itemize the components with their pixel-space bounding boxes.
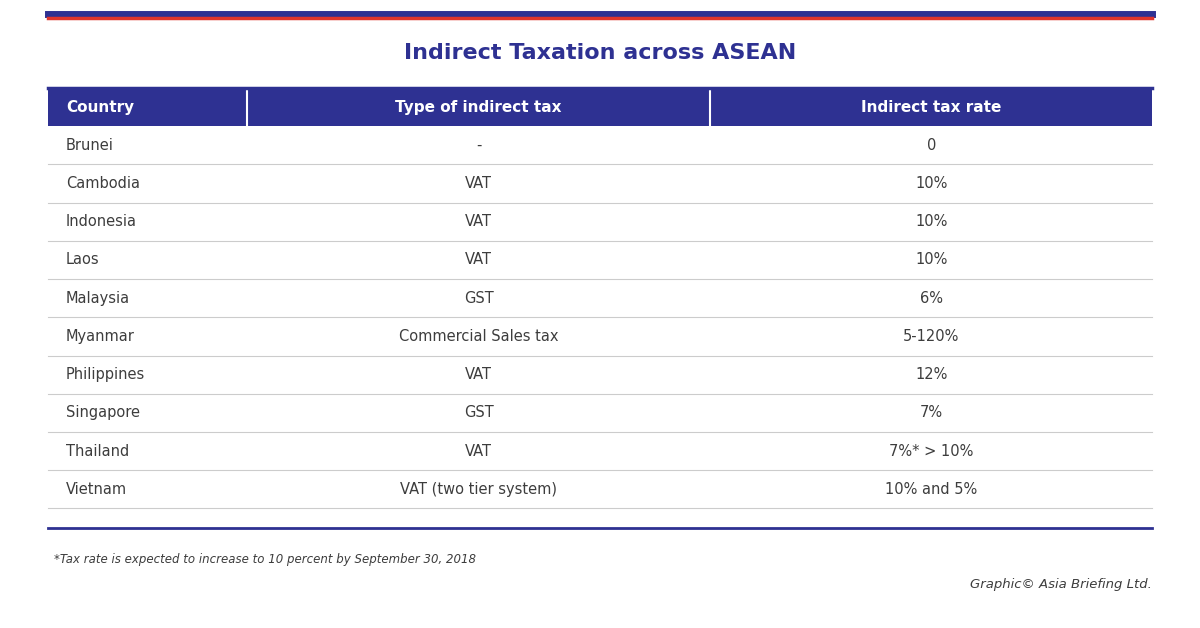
FancyBboxPatch shape xyxy=(48,165,1152,203)
Text: VAT (two tier system): VAT (two tier system) xyxy=(400,482,557,497)
Text: Type of indirect tax: Type of indirect tax xyxy=(395,99,562,114)
FancyBboxPatch shape xyxy=(48,279,1152,317)
Text: 7%: 7% xyxy=(919,405,943,420)
Text: 10%: 10% xyxy=(916,214,947,229)
FancyBboxPatch shape xyxy=(48,88,1152,126)
Text: VAT: VAT xyxy=(466,252,492,268)
Text: Brunei: Brunei xyxy=(66,138,114,153)
FancyBboxPatch shape xyxy=(48,432,1152,470)
Text: GST: GST xyxy=(463,405,493,420)
Text: Indonesia: Indonesia xyxy=(66,214,137,229)
FancyBboxPatch shape xyxy=(48,470,1152,509)
Text: Graphic© Asia Briefing Ltd.: Graphic© Asia Briefing Ltd. xyxy=(970,578,1152,591)
FancyBboxPatch shape xyxy=(48,317,1152,355)
Text: 10%: 10% xyxy=(916,176,947,191)
Text: VAT: VAT xyxy=(466,214,492,229)
Text: 7%* > 10%: 7%* > 10% xyxy=(889,443,973,458)
Text: Indirect Taxation across ASEAN: Indirect Taxation across ASEAN xyxy=(404,43,796,63)
Text: Thailand: Thailand xyxy=(66,443,130,458)
Text: VAT: VAT xyxy=(466,443,492,458)
FancyBboxPatch shape xyxy=(48,203,1152,241)
FancyBboxPatch shape xyxy=(48,355,1152,394)
Text: 10%: 10% xyxy=(916,252,947,268)
Text: Indirect tax rate: Indirect tax rate xyxy=(862,99,1001,114)
Text: Philippines: Philippines xyxy=(66,367,145,382)
Text: Vietnam: Vietnam xyxy=(66,482,127,497)
Text: Cambodia: Cambodia xyxy=(66,176,140,191)
Text: 5-120%: 5-120% xyxy=(904,329,959,344)
Text: 10% and 5%: 10% and 5% xyxy=(886,482,977,497)
Text: -: - xyxy=(476,138,481,153)
Polygon shape xyxy=(540,308,780,411)
Polygon shape xyxy=(504,247,816,381)
Text: VAT: VAT xyxy=(466,176,492,191)
Text: Country: Country xyxy=(66,99,134,114)
Text: Malaysia: Malaysia xyxy=(66,291,130,306)
FancyBboxPatch shape xyxy=(48,126,1152,165)
FancyBboxPatch shape xyxy=(48,394,1152,432)
Text: GST: GST xyxy=(463,291,493,306)
Text: 6%: 6% xyxy=(919,291,943,306)
Text: 0: 0 xyxy=(926,138,936,153)
Text: Commercial Sales tax: Commercial Sales tax xyxy=(398,329,558,344)
Text: *Tax rate is expected to increase to 10 percent by September 30, 2018: *Tax rate is expected to increase to 10 … xyxy=(54,553,476,566)
Text: Myanmar: Myanmar xyxy=(66,329,134,344)
Text: VAT: VAT xyxy=(466,367,492,382)
Polygon shape xyxy=(575,291,746,353)
Polygon shape xyxy=(594,342,726,389)
FancyBboxPatch shape xyxy=(48,241,1152,279)
Text: Singapore: Singapore xyxy=(66,405,140,420)
Text: 12%: 12% xyxy=(916,367,947,382)
Text: Laos: Laos xyxy=(66,252,100,268)
